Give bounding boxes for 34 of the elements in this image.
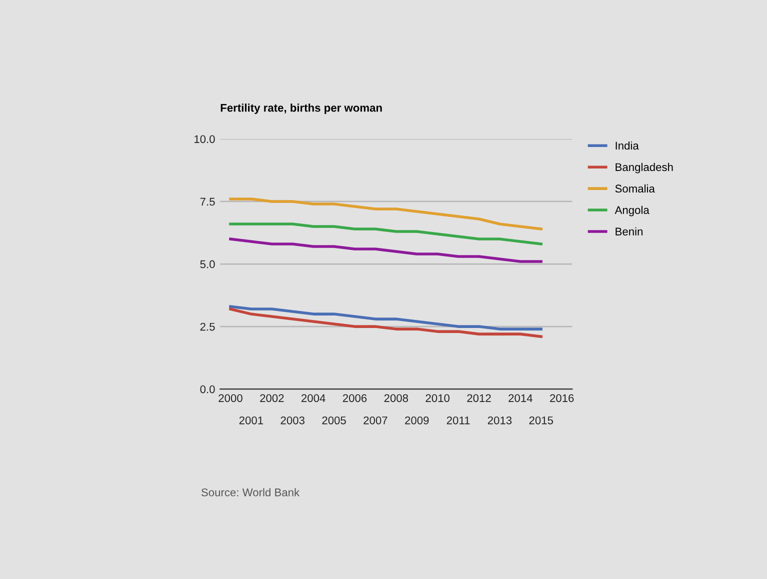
x-tick-label: 2004 bbox=[302, 394, 326, 402]
x2-tick-label: 2015 bbox=[529, 416, 554, 424]
x2-tick-label: 2009 bbox=[405, 416, 429, 424]
legend-label: Somalia bbox=[615, 184, 655, 193]
x-tick-label: 2012 bbox=[467, 394, 491, 402]
source-note: Source: World Bank bbox=[201, 488, 300, 496]
y-tick-label: 5.0 bbox=[200, 260, 215, 268]
line-series bbox=[229, 222, 543, 246]
x-tick-label: 2014 bbox=[508, 394, 532, 402]
legend-label: India bbox=[616, 141, 639, 150]
chart-title: Fertility rate, births per woman bbox=[220, 104, 382, 114]
line-series bbox=[229, 308, 543, 338]
y-tick-label: 0.0 bbox=[200, 385, 215, 394]
x-tick-label: 2016 bbox=[550, 394, 574, 402]
line-series bbox=[229, 238, 543, 263]
x2-tick-label: 2011 bbox=[446, 416, 470, 424]
x-tick-label: 2008 bbox=[384, 394, 408, 402]
y-tick-label: 7.5 bbox=[200, 198, 215, 206]
y-tick-label: 2.5 bbox=[200, 322, 215, 331]
x-tick-label: 2006 bbox=[342, 394, 367, 402]
legend-label: Benin bbox=[616, 227, 642, 236]
x-tick-label: 2000 bbox=[218, 394, 242, 402]
x2-tick-label: 2013 bbox=[488, 416, 512, 424]
x2-tick-label: 2001 bbox=[239, 416, 264, 424]
legend-label: Bangladesh bbox=[616, 162, 673, 174]
line-series bbox=[229, 305, 543, 330]
y-tick-label: 10.0 bbox=[194, 135, 215, 144]
x2-tick-label: 2007 bbox=[364, 416, 388, 424]
x-tick-label: 2002 bbox=[260, 394, 284, 402]
x-tick-label: 2010 bbox=[426, 394, 450, 402]
x2-tick-label: 2005 bbox=[322, 416, 346, 424]
x2-tick-label: 2003 bbox=[280, 416, 304, 424]
line-series bbox=[229, 198, 543, 230]
legend-label: Angola bbox=[614, 206, 650, 216]
